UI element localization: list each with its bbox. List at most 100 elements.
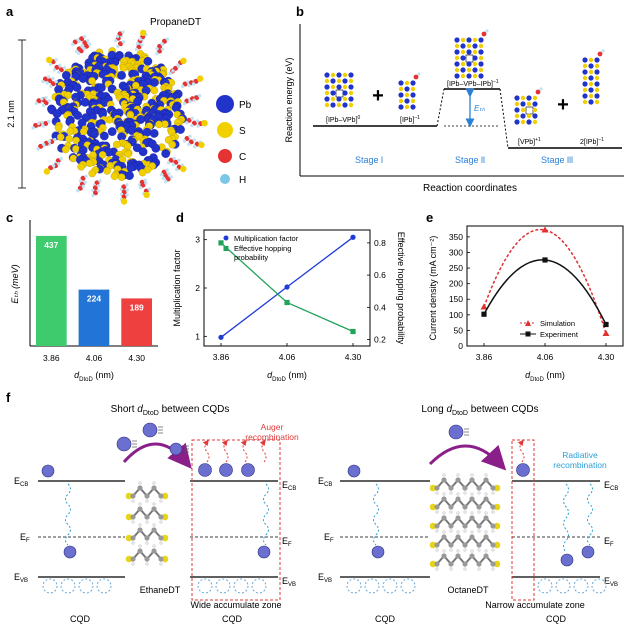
d-ytick-right: 0.8 [374,238,386,248]
pb-atom [348,84,354,90]
s-atom [342,72,348,78]
size-label: 2.1 nm [6,100,16,128]
pb-atom [342,102,348,108]
s-atom [85,159,94,168]
c-xtick: 4.30 [128,353,145,363]
h-atom [601,49,605,53]
h-atom [40,97,44,101]
e-ytick: 100 [449,310,463,320]
d-xtick: 3.86 [213,352,230,362]
cqd-label-3: CQD [375,614,396,624]
pb-atom [582,93,588,99]
s-atom [410,98,416,104]
ligand-chain [429,473,501,495]
pb-atom [514,95,520,101]
d-legend-hop-l1: Effective hopping [234,244,291,253]
h-atom [125,183,129,187]
ligand [119,183,129,205]
hole [555,578,571,594]
ligand [180,75,204,89]
s-atom [532,95,538,101]
d-ytick-left: 1 [195,331,200,341]
s-atom [201,120,208,127]
e-ytick: 350 [449,232,463,242]
pb-atom [348,96,354,102]
h-atom [144,181,148,185]
cqd-label-2: CQD [222,614,243,624]
c-atom [186,117,192,123]
d-ytick-right: 0.2 [374,335,386,345]
pb-atom [588,99,594,105]
pb-atom [176,125,185,134]
h-atom [82,47,86,51]
ligand [182,94,202,106]
c-atom [413,74,419,80]
defect-structure [514,87,543,125]
d-point [284,284,290,290]
pb-atom [330,102,336,108]
defect-structure [582,49,605,105]
h-atom [187,83,191,88]
e-legend-exp: Experiment [540,330,579,339]
h-atom [62,66,67,70]
pb-atom [454,37,460,43]
hole [573,578,589,594]
pb-atom [97,83,106,93]
s-atom [454,55,460,61]
pb-atom [582,69,588,75]
pb-atom [454,61,460,67]
e-xtick: 4.30 [598,352,615,362]
s-atom [582,75,588,81]
h-atom [56,162,61,166]
c-atom [191,120,197,126]
svg-text:EVB: EVB [604,576,618,588]
ligand [166,156,187,173]
electron [347,464,361,478]
h-atom [77,39,81,43]
s-atom [324,90,330,96]
h-atom [188,99,192,104]
hole [42,578,58,594]
s-atom [324,102,330,108]
h-atom [31,126,35,130]
c-bar-value: 224 [87,294,101,304]
h-atom [54,80,58,84]
relaxation-path [263,483,269,546]
s-atom [472,49,478,55]
h-atom [80,43,85,47]
ligand [41,75,58,88]
s-atom [180,57,187,64]
s-atom [588,93,594,99]
h-atom [166,161,171,165]
h-atom [96,189,101,193]
h-atom [134,47,139,52]
h-atom [119,187,124,192]
h-atom [44,96,48,100]
svg-text:EF: EF [324,532,334,544]
s-atom [520,107,526,113]
s-atom [124,150,132,158]
s-atom [330,96,336,102]
vacancy-box [335,89,344,98]
s-atom [398,98,404,104]
s-atom [140,29,147,37]
e-ytick: 200 [449,279,463,289]
ligand [159,168,173,184]
pb-atom [125,171,134,180]
s-atom [54,124,63,132]
pb-atom [588,63,594,69]
c-atom [136,44,142,50]
stage-1-label: Stage l [355,155,383,165]
pb-atom [398,92,404,98]
e-point [602,330,610,337]
h-atom [192,138,196,142]
s-atom [180,165,187,173]
h-atom [167,172,171,176]
hole [96,578,112,594]
s-atom [330,84,336,90]
c-atom [72,39,78,45]
pb-atom [454,73,460,79]
b-xlabel: Reaction coordinates [423,183,517,194]
s-atom [466,67,472,73]
ligand [34,96,51,108]
